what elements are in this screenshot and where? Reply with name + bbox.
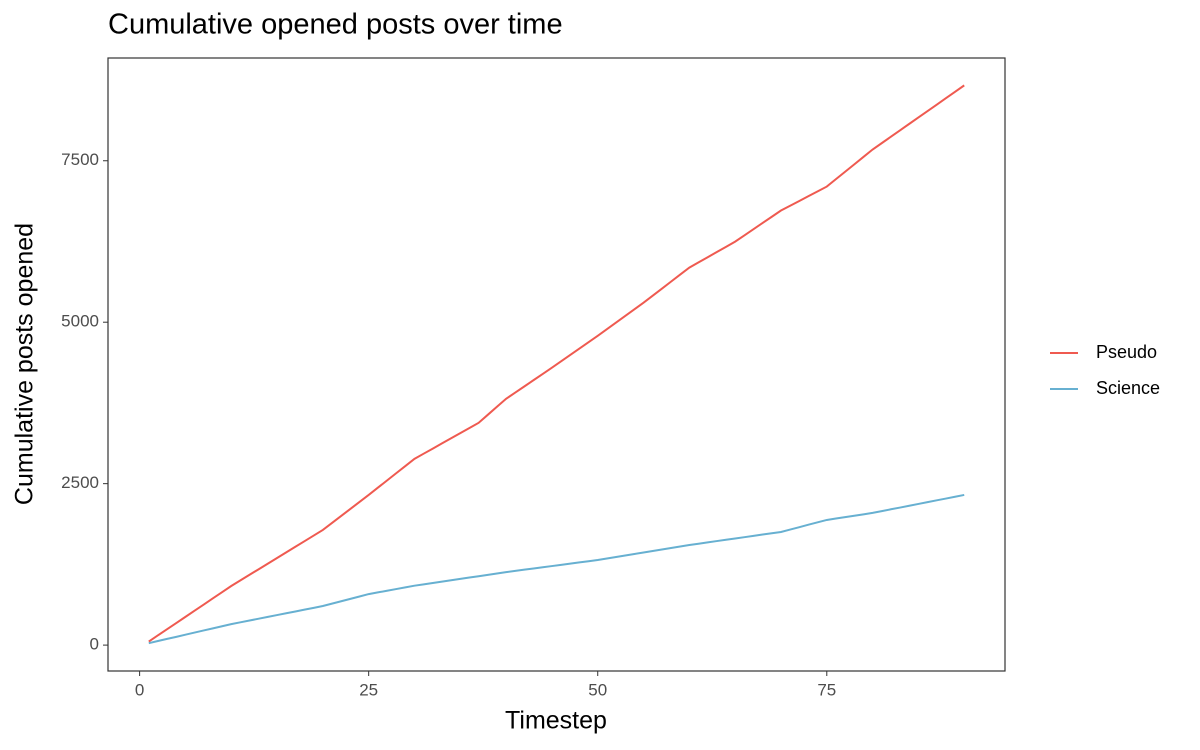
line-series <box>148 493 965 645</box>
y-axis-title: Cumulative posts opened <box>11 223 39 505</box>
chart-title: Cumulative opened posts over time <box>108 9 563 41</box>
x-tick-label: 25 <box>359 680 378 699</box>
x-tick-label: 0 <box>135 680 144 699</box>
y-tick-label: 5000 <box>61 312 99 331</box>
x-axis-title: Timestep <box>505 707 607 735</box>
x-tick-label: 75 <box>817 680 836 699</box>
line-series <box>148 84 965 643</box>
plot-border <box>107 57 1006 672</box>
y-tick-label: 0 <box>90 635 99 654</box>
y-tick-label: 2500 <box>61 473 99 492</box>
legend-label: Pseudo <box>1096 342 1157 362</box>
legend-label: Science <box>1096 378 1160 398</box>
y-tick-label: 7500 <box>61 150 99 169</box>
x-tick-label: 50 <box>588 680 607 699</box>
